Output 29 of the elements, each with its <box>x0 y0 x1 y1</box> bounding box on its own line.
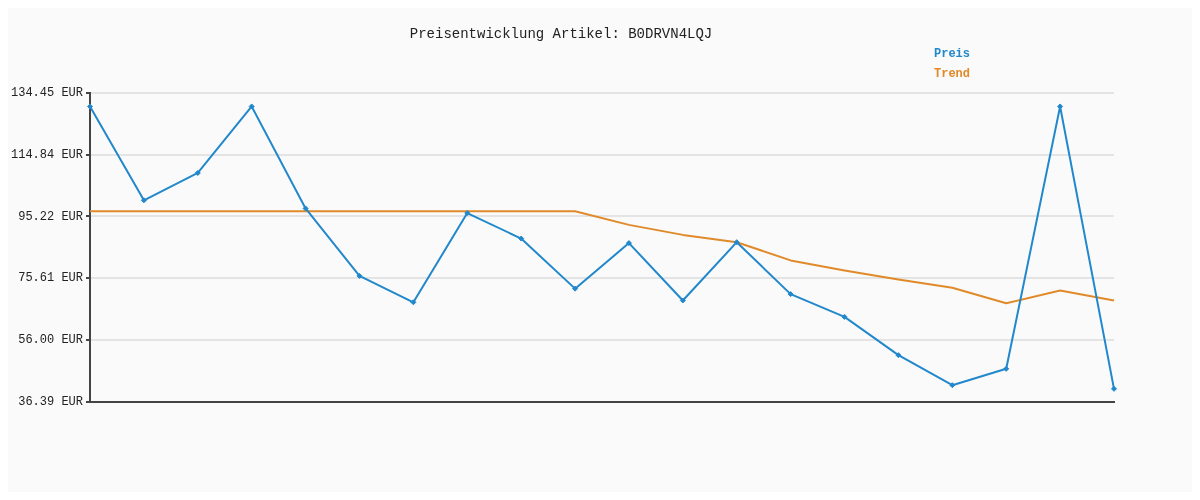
point <box>679 297 686 304</box>
y-tick-label: 134.45 EUR <box>11 85 84 100</box>
point <box>949 382 956 389</box>
point <box>140 197 147 204</box>
point <box>1057 103 1064 110</box>
point <box>895 352 902 359</box>
point <box>410 299 417 306</box>
text: Preis <box>934 47 971 62</box>
text: Trend <box>934 67 971 82</box>
point <box>194 169 201 176</box>
y-tick-label: 114.84 EUR <box>11 147 84 162</box>
point <box>87 103 94 110</box>
y-tick-label: 95.22 EUR <box>18 209 84 224</box>
y-tick-label: 56.00 EUR <box>18 333 84 348</box>
y-tick-label: 75.61 EUR <box>18 271 84 286</box>
point <box>733 239 740 246</box>
point <box>787 291 794 298</box>
point <box>302 205 309 212</box>
point <box>518 235 525 242</box>
y-tick-label: 36.39 EUR <box>18 394 84 409</box>
chart-title: Preisentwicklung Artikel: B0DRVN4LQJ <box>409 26 713 43</box>
point <box>572 285 579 292</box>
point <box>248 103 255 110</box>
point <box>356 272 363 279</box>
point <box>464 210 471 217</box>
point <box>1003 365 1010 372</box>
point <box>625 240 632 247</box>
point <box>1111 385 1117 392</box>
point <box>841 313 848 320</box>
